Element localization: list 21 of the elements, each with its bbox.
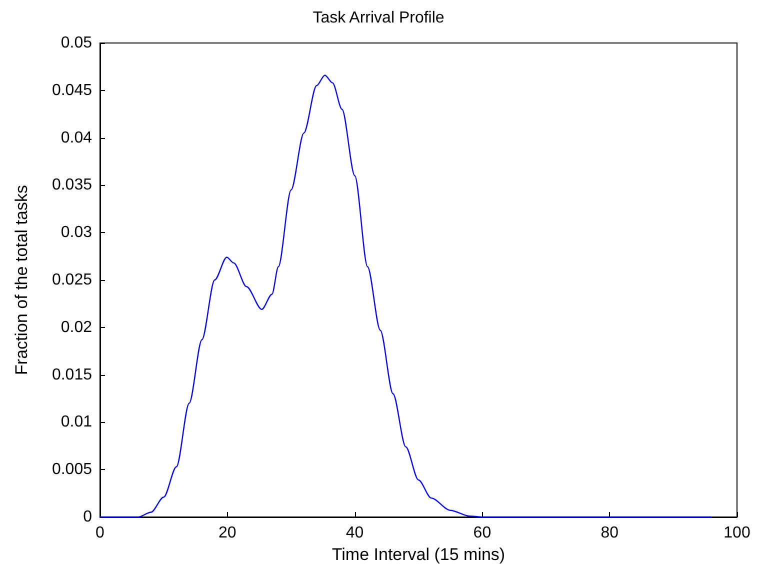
x-tick-label: 0 (96, 524, 105, 542)
y-tick-label: 0.025 (52, 272, 92, 288)
chart-title: Task Arrival Profile (312, 10, 444, 26)
y-tick-label: 0.05 (60, 34, 92, 52)
y-tick-label: 0.045 (52, 82, 92, 99)
x-tick-label: 80 (600, 524, 619, 542)
x-tick-label: 40 (346, 524, 364, 542)
y-tick-label: 0.035 (52, 176, 92, 194)
x-tick-label: 20 (218, 524, 236, 542)
y-tick-label: 0.03 (60, 224, 92, 242)
y-tick-label: 0 (83, 508, 92, 526)
y-tick-label: 0.01 (60, 414, 92, 431)
y-tick-label: 0.02 (60, 318, 92, 336)
x-tick-label: 60 (473, 524, 492, 542)
y-axis-title: Fraction of the total tasks (12, 185, 31, 375)
line-series (99, 74, 712, 518)
y-tick-label: 0.005 (52, 461, 92, 478)
x-tick-label: 100 (724, 524, 750, 542)
x-axis-title: Time Interval (15 mins) (332, 544, 506, 564)
y-tick-label: 0.04 (60, 129, 92, 146)
y-tick-label: 0.015 (52, 366, 92, 384)
